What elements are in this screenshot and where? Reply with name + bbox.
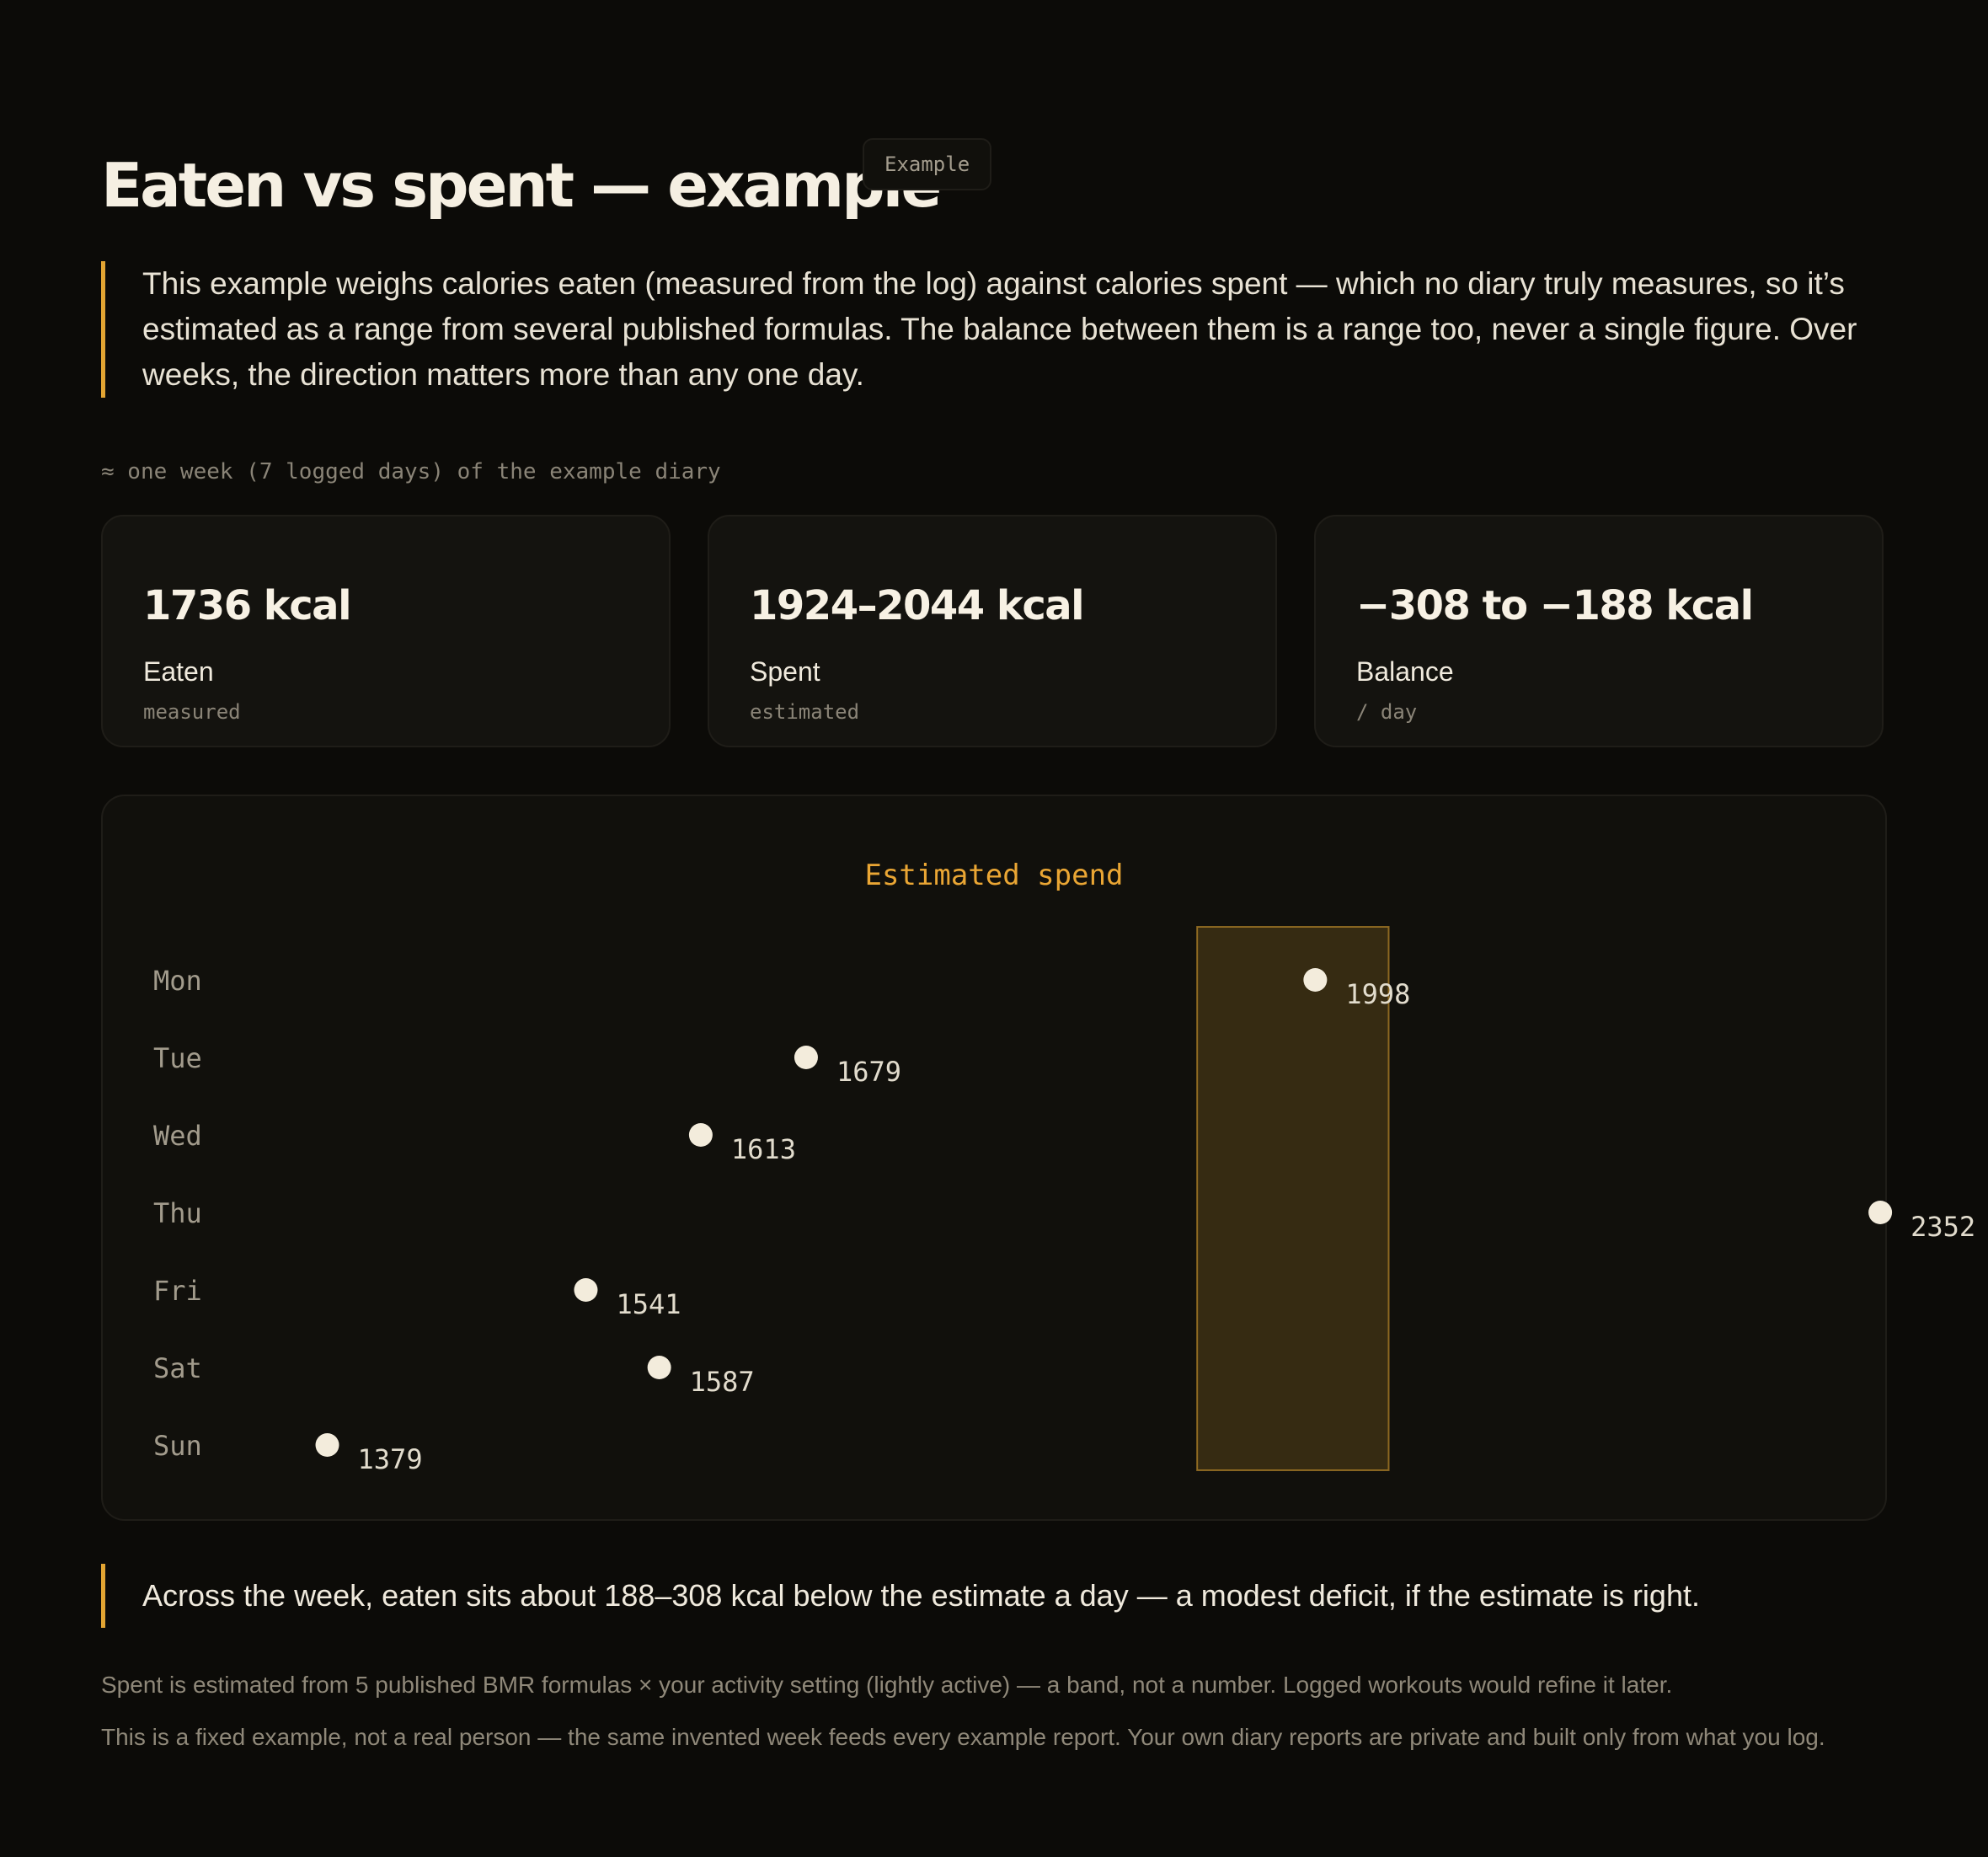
stat-sub: estimated <box>750 700 860 724</box>
spend-point <box>574 1278 598 1302</box>
stat-label: Spent <box>750 656 820 687</box>
spend-point <box>794 1046 818 1069</box>
example-badge: Example <box>863 138 992 190</box>
spend-chart: Mon 1998 Tue 1679 Wed 1613 Thu 2352 Fri 1541 Sat 15… <box>153 926 1975 1475</box>
spend-point <box>315 1433 339 1457</box>
footnote-disclaimer: This is a fixed example, not a real pers… <box>101 1724 1825 1750</box>
value-label: 1541 <box>616 1288 681 1320</box>
value-label: 2352 <box>1911 1211 1975 1243</box>
day-label: Wed <box>153 1120 202 1152</box>
summary-text: Across the week, eaten sits about 188–30… <box>101 1564 1700 1628</box>
stat-value: 1924–2044 kcal <box>750 582 1085 629</box>
value-label: 1679 <box>836 1056 901 1088</box>
value-label: 1379 <box>358 1443 423 1475</box>
day-label: Mon <box>153 965 202 997</box>
day-label: Fri <box>153 1275 202 1307</box>
intro-text: This example weighs calories eaten (meas… <box>101 261 1861 398</box>
stat-card-eaten: 1736 kcal Eaten measured <box>101 515 671 747</box>
period-caption: ≈ one week (7 logged days) of the exampl… <box>101 459 721 484</box>
stat-sub: measured <box>143 700 241 724</box>
stat-card-balance: −308 to −188 kcal Balance / day <box>1314 515 1884 747</box>
day-label: Sat <box>153 1352 202 1384</box>
stat-label: Balance <box>1356 656 1454 687</box>
stat-label: Eaten <box>143 656 214 687</box>
day-label: Thu <box>153 1197 202 1229</box>
day-label: Sun <box>153 1430 202 1462</box>
value-label: 1998 <box>1345 978 1410 1010</box>
stat-sub: / day <box>1356 700 1418 724</box>
spend-chart-card: Estimated spend Mon 1998 Tue 1679 Wed 1613 Thu… <box>101 795 1975 1521</box>
chart-title: Estimated spend <box>864 859 1124 892</box>
page-title: Eaten vs spent — example <box>101 150 942 221</box>
estimate-band <box>1196 926 1390 1471</box>
value-label: 1613 <box>731 1133 796 1165</box>
spend-point <box>647 1356 671 1379</box>
value-label: 1587 <box>690 1366 755 1398</box>
spend-point <box>1303 968 1328 992</box>
day-label: Tue <box>153 1042 202 1074</box>
stat-cards: 1736 kcal Eaten measured 1924–2044 kcal … <box>101 515 1887 751</box>
stat-value: −308 to −188 kcal <box>1356 582 1754 629</box>
stat-card-spent: 1924–2044 kcal Spent estimated <box>708 515 1277 747</box>
stat-value: 1736 kcal <box>143 582 352 629</box>
footnote-method: Spent is estimated from 5 published BMR … <box>101 1672 1673 1698</box>
spend-point <box>688 1123 713 1147</box>
spend-point <box>1868 1201 1893 1224</box>
